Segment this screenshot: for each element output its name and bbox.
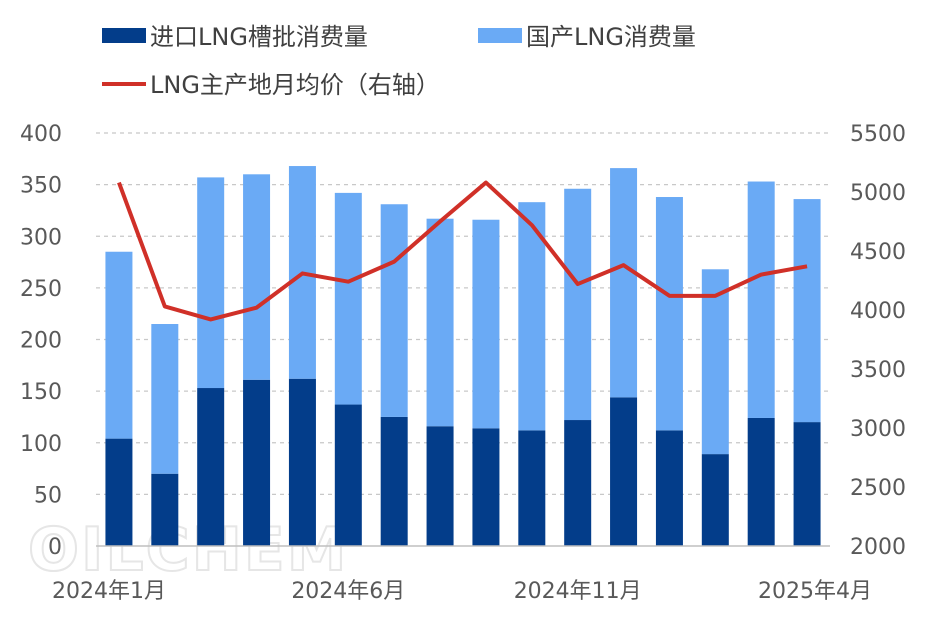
- y-left-tick-400: 400: [20, 122, 62, 147]
- y-right-tick-3500: 3500: [850, 358, 906, 383]
- y-left-tick-50: 50: [34, 483, 62, 508]
- y-right-tick-4000: 4000: [850, 299, 906, 324]
- bar-domestic-9: [472, 219, 500, 429]
- y-right-tick-3000: 3000: [850, 417, 906, 442]
- bar-imported-12: [610, 397, 638, 546]
- bar-imported-3: [197, 388, 225, 546]
- bar-imported-15: [747, 417, 775, 546]
- legend-label-imported: 进口LNG槽批消费量: [150, 23, 368, 51]
- bar-imported-2: [151, 473, 179, 546]
- legend-label-domestic: 国产LNG消费量: [526, 23, 696, 51]
- y-axis-right: 2000 2500 3000 3500 4000 4500 5000 5500: [850, 122, 906, 560]
- y-axis-left: 0 50 100 150 200 250 300 350 400: [20, 122, 62, 560]
- y-right-tick-5500: 5500: [850, 122, 906, 147]
- bar-domestic-6: [334, 192, 362, 405]
- bar-imported-10: [518, 430, 546, 546]
- bar-domestic-8: [426, 218, 454, 427]
- x-tick-2024年6月: 2024年6月: [291, 579, 405, 604]
- bar-imported-4: [243, 379, 271, 546]
- bar-imported-16: [793, 422, 821, 546]
- y-left-tick-0: 0: [48, 535, 62, 560]
- bar-imported-6: [334, 404, 362, 546]
- bar-domestic-16: [793, 199, 821, 423]
- y-right-tick-5000: 5000: [850, 181, 906, 206]
- y-right-tick-2500: 2500: [850, 476, 906, 501]
- bar-domestic-10: [518, 202, 546, 431]
- legend: 进口LNG槽批消费量 国产LNG消费量 LNG主产地月均价（右轴）: [102, 23, 696, 99]
- bar-domestic-15: [747, 181, 775, 418]
- x-tick-2024年11月: 2024年11月: [514, 579, 642, 604]
- bar-domestic-3: [197, 177, 225, 389]
- bar-imported-13: [655, 430, 683, 546]
- bar-imported-14: [701, 454, 729, 546]
- bar-imported-11: [564, 420, 592, 546]
- legend-label-price: LNG主产地月均价（右轴）: [150, 71, 440, 99]
- legend-swatch-imported: [102, 28, 146, 43]
- y-left-tick-300: 300: [20, 225, 62, 250]
- bar-domestic-1: [105, 251, 133, 439]
- x-tick-2025年4月: 2025年4月: [758, 579, 872, 604]
- bar-domestic-2: [151, 324, 179, 474]
- bar-imported-1: [105, 438, 133, 546]
- bar-domestic-11: [564, 188, 592, 421]
- bar-imported-8: [426, 426, 454, 546]
- y-left-tick-100: 100: [20, 432, 62, 457]
- y-left-tick-150: 150: [20, 380, 62, 405]
- legend-swatch-domestic: [478, 28, 522, 43]
- y-right-tick-4500: 4500: [850, 240, 906, 265]
- bar-domestic-4: [243, 174, 271, 380]
- price-line: [117, 180, 808, 322]
- y-right-tick-2000: 2000: [850, 535, 906, 560]
- x-axis-ticks: 2024年1月 2024年6月 2024年11月 2025年4月: [52, 579, 872, 604]
- bar-imported-9: [472, 428, 500, 546]
- x-tick-2024年1月: 2024年1月: [52, 579, 166, 604]
- y-left-tick-250: 250: [20, 277, 62, 302]
- bar-domestic-7: [380, 204, 408, 417]
- bar-domestic-12: [610, 168, 638, 398]
- bar-imported-5: [288, 378, 316, 546]
- bar-domestic-14: [701, 269, 729, 455]
- bar-domestic-13: [655, 197, 683, 431]
- y-left-tick-350: 350: [20, 174, 62, 199]
- y-left-tick-200: 200: [20, 329, 62, 354]
- bar-series: [105, 166, 821, 546]
- bar-imported-7: [380, 416, 408, 546]
